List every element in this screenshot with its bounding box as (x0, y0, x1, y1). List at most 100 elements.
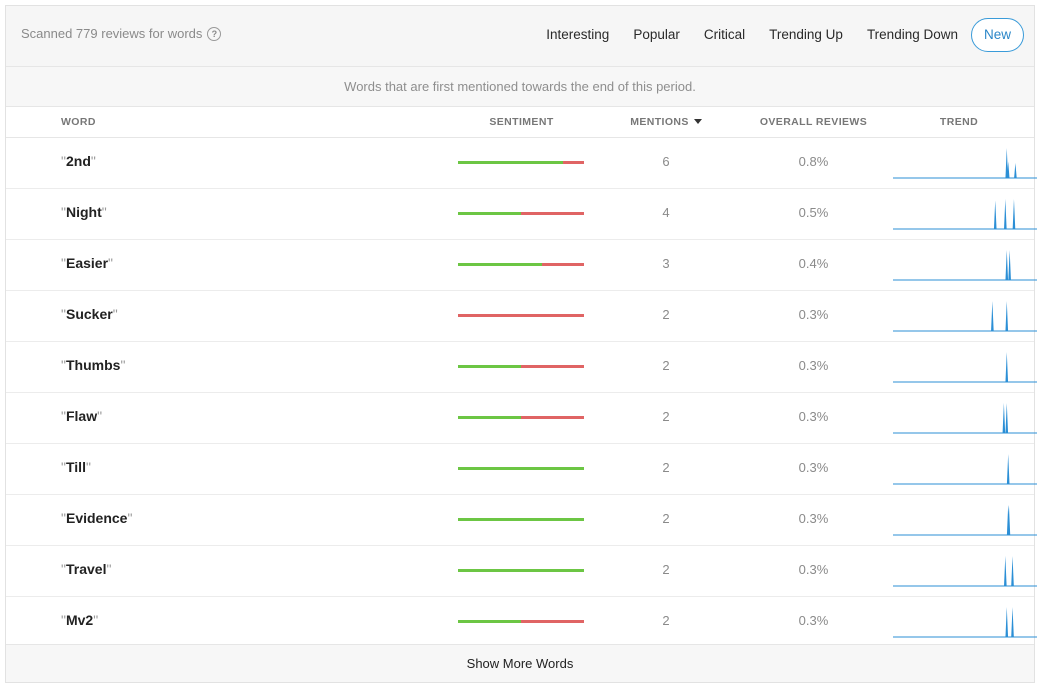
overall-reviews-percent: 0.4% (798, 256, 829, 271)
trend-sparkline (893, 352, 1037, 383)
sentiment-positive (458, 365, 521, 368)
open-quote: " (61, 153, 66, 169)
mentions-count: 2 (662, 307, 670, 322)
tab-trending-up[interactable]: Trending Up (769, 27, 843, 42)
mentions-count: 2 (662, 460, 670, 475)
trend-spike (1006, 454, 1010, 484)
overall-reviews-percent: 0.3% (798, 307, 829, 322)
word-text: Mv2 (65, 612, 94, 628)
close-quote: " (90, 153, 96, 169)
word-list: "2nd" 6 0.8% "Night" 4 0.5% "Easier" 3 0.4% "Suck… (6, 138, 1037, 648)
column-header-trend[interactable]: TREND (939, 116, 979, 128)
sentiment-positive (458, 569, 584, 572)
column-header-word[interactable]: WORD (61, 116, 96, 128)
sentiment-positive (458, 518, 584, 521)
table-row[interactable]: "Flaw" 2 0.3% (6, 393, 1037, 444)
trend-sparkline (893, 505, 1037, 536)
mentions-count: 2 (662, 511, 670, 526)
word-label[interactable]: "Thumbs" (61, 357, 125, 373)
tab-new[interactable]: New (970, 18, 1024, 52)
question-circle-icon[interactable]: ? (207, 26, 222, 41)
trend-spike (1011, 556, 1014, 586)
show-more-button[interactable]: Show More Words (6, 644, 1034, 682)
table-row[interactable]: "Easier" 3 0.4% (6, 240, 1037, 291)
column-header-mentions-label: MENTIONS (630, 116, 689, 128)
sentiment-positive (458, 620, 521, 623)
word-label[interactable]: "Easier" (61, 255, 113, 271)
word-label[interactable]: "2nd" (61, 153, 96, 169)
tab-popular[interactable]: Popular (633, 27, 680, 42)
mentions-count: 2 (662, 562, 670, 577)
word-label[interactable]: "Travel" (61, 561, 111, 577)
sentiment-negative (521, 365, 584, 368)
top-bar: Scanned 779 reviews for words ? Interest… (6, 6, 1034, 67)
sentiment-positive (458, 161, 563, 164)
open-quote: " (61, 204, 66, 220)
word-text: Till (65, 459, 86, 475)
trend-spike (993, 200, 997, 229)
trend-spike (1005, 250, 1009, 280)
open-quote: " (61, 255, 66, 271)
overall-reviews-percent: 0.3% (798, 562, 829, 577)
tab-trending-down[interactable]: Trending Down (866, 27, 958, 42)
table-row[interactable]: "Night" 4 0.5% (6, 189, 1037, 240)
word-text: 2nd (65, 153, 91, 169)
word-label[interactable]: "Mv2" (61, 612, 98, 628)
sentiment-bar (458, 365, 584, 368)
overall-reviews-percent: 0.3% (798, 358, 829, 373)
period-description: Words that are first mentioned towards t… (6, 67, 1034, 107)
sentiment-bar (458, 263, 584, 266)
open-quote: " (61, 561, 66, 577)
trend-sparkline (893, 301, 1037, 332)
word-label[interactable]: "Flaw" (61, 408, 102, 424)
word-label[interactable]: "Till" (61, 459, 91, 475)
sentiment-bar (458, 416, 584, 419)
overall-reviews-percent: 0.8% (798, 154, 829, 169)
column-header-overall[interactable]: OVERALL REVIEWS (759, 116, 868, 128)
trend-sparkline (893, 454, 1037, 485)
mentions-count: 2 (662, 358, 670, 373)
word-label[interactable]: "Night" (61, 204, 107, 220)
close-quote: " (97, 408, 103, 424)
close-quote: " (93, 612, 99, 628)
column-header-mentions[interactable]: MENTIONS (616, 107, 716, 137)
table-row[interactable]: "Mv2" 2 0.3% (6, 597, 1037, 648)
trend-spike (1008, 250, 1011, 280)
sentiment-bar (458, 212, 584, 215)
column-header-sentiment[interactable]: SENTIMENT (489, 116, 554, 128)
close-quote: " (127, 510, 133, 526)
sentiment-negative (521, 416, 584, 419)
open-quote: " (61, 459, 66, 475)
table-row[interactable]: "2nd" 6 0.8% (6, 138, 1037, 189)
sentiment-negative (542, 263, 584, 266)
table-row[interactable]: "Till" 2 0.3% (6, 444, 1037, 495)
trend-sparkline (893, 556, 1037, 587)
table-row[interactable]: "Thumbs" 2 0.3% (6, 342, 1037, 393)
close-quote: " (112, 306, 118, 322)
open-quote: " (61, 408, 66, 424)
sentiment-bar (458, 161, 584, 164)
word-text: Travel (65, 561, 107, 577)
trend-sparkline (893, 403, 1037, 434)
overall-reviews-percent: 0.3% (798, 460, 829, 475)
sentiment-positive (458, 467, 584, 470)
overall-reviews-percent: 0.3% (798, 613, 829, 628)
word-label[interactable]: "Evidence" (61, 510, 132, 526)
trend-sparkline (893, 250, 1037, 281)
sentiment-bar (458, 314, 584, 317)
mentions-count: 4 (662, 205, 670, 220)
tab-interesting[interactable]: Interesting (546, 27, 610, 42)
table-row[interactable]: "Evidence" 2 0.3% (6, 495, 1037, 546)
overall-reviews-percent: 0.5% (798, 205, 829, 220)
sentiment-negative (562, 161, 584, 164)
tab-critical[interactable]: Critical (703, 27, 746, 42)
trend-spike (1005, 403, 1009, 433)
word-label[interactable]: "Sucker" (61, 306, 118, 322)
sentiment-negative (521, 212, 584, 215)
close-quote: " (106, 561, 112, 577)
trend-sparkline (893, 199, 1037, 230)
table-row[interactable]: "Travel" 2 0.3% (6, 546, 1037, 597)
trend-sparkline (893, 607, 1037, 638)
table-row[interactable]: "Sucker" 2 0.3% (6, 291, 1037, 342)
sentiment-positive (458, 416, 521, 419)
